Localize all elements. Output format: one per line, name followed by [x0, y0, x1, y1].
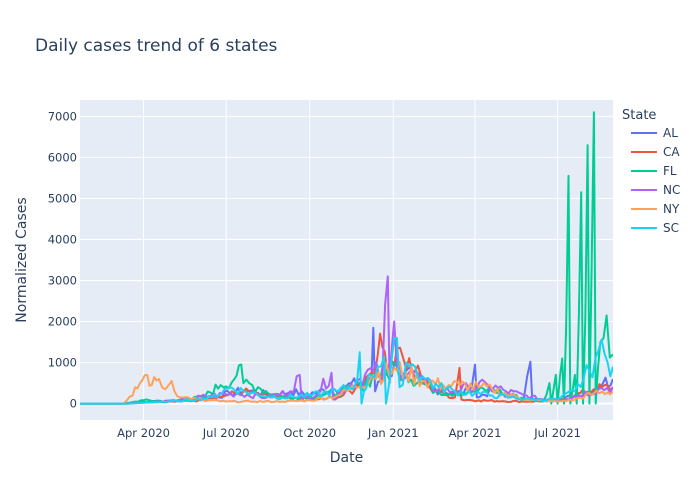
y-tick-label: 5000	[48, 191, 77, 205]
x-tick-label: Jul 2021	[533, 426, 581, 440]
x-axis-title: Date	[330, 450, 363, 466]
plot-area	[80, 100, 613, 420]
series-layer	[80, 111, 613, 405]
y-tick-label: 2000	[48, 315, 77, 329]
legend-label-sc[interactable]: SC	[663, 221, 679, 235]
y-tick-label: 3000	[48, 274, 77, 288]
y-tick-label: 1000	[48, 356, 77, 370]
y-tick-label: 7000	[48, 109, 77, 123]
legend-label-fl[interactable]: FL	[663, 164, 677, 178]
x-tick-label: Apr 2020	[117, 426, 170, 440]
legend-label-nc[interactable]: NC	[663, 183, 680, 197]
chart-title: Daily cases trend of 6 states	[35, 36, 278, 56]
legend-label-ca[interactable]: CA	[663, 145, 680, 159]
x-axis-ticks: Apr 2020 Jul 2020 Oct 2020 Jan 2021 Apr 2021…	[117, 426, 581, 440]
x-tick-label: Jan 2021	[367, 426, 419, 440]
x-grid	[143, 100, 559, 420]
y-grid	[80, 115, 613, 405]
legend: State AL CA FL NC NY SC	[622, 108, 680, 235]
x-tick-label: Apr 2021	[449, 426, 502, 440]
y-tick-label: 4000	[48, 232, 77, 246]
legend-label-ny[interactable]: NY	[663, 202, 680, 216]
y-tick-label: 0	[70, 397, 77, 411]
y-axis-title: Normalized Cases	[14, 197, 30, 322]
y-axis-ticks: 0 1000 2000 3000 4000 5000 6000 7000	[48, 109, 77, 410]
x-tick-label: Oct 2020	[283, 426, 336, 440]
series-line-sc	[80, 336, 613, 405]
x-tick-label: Jul 2020	[202, 426, 250, 440]
legend-label-al[interactable]: AL	[663, 126, 678, 140]
y-tick-label: 6000	[48, 150, 77, 164]
legend-title: State	[622, 108, 656, 123]
